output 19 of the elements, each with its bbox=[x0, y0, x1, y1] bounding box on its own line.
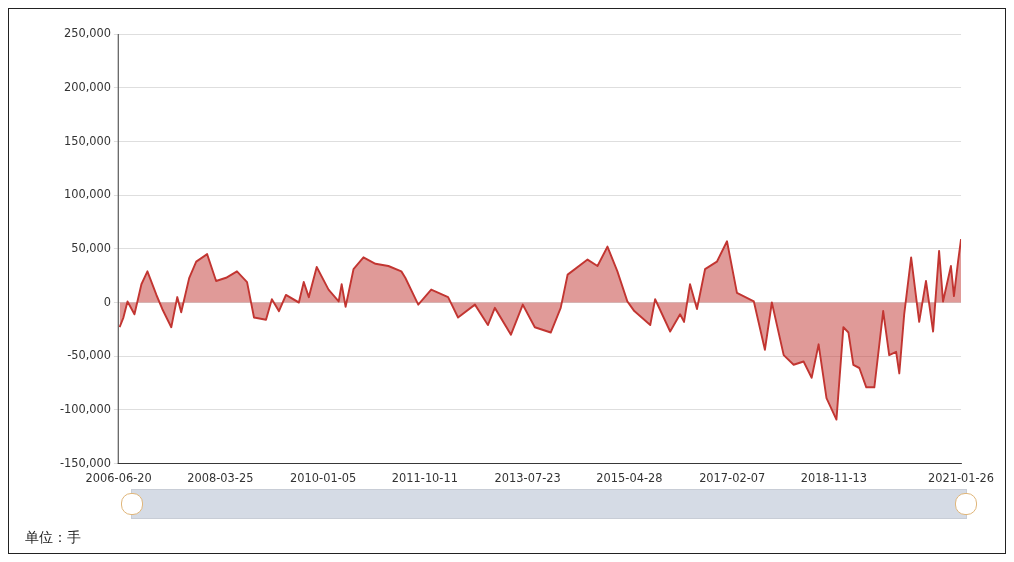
y-tick-label: -150,000 bbox=[59, 455, 112, 470]
y-tick-label: 100,000 bbox=[64, 186, 112, 202]
y-tick-label: 250,000 bbox=[64, 25, 112, 41]
x-tick-label: 2017-02-07 bbox=[699, 470, 766, 485]
x-tick-label: 2010-01-05 bbox=[290, 470, 357, 485]
x-tick-label: 2011-10-11 bbox=[391, 470, 458, 485]
y-tick-label: 50,000 bbox=[71, 240, 112, 255]
x-tick-label: 2013-07-23 bbox=[494, 470, 561, 485]
y-tick-label: 150,000 bbox=[64, 133, 112, 148]
x-tick-label: 2021-01-26 bbox=[927, 470, 995, 485]
x-tick-label: 2018-11-13 bbox=[800, 470, 867, 485]
x-tick-label: 2008-03-25 bbox=[187, 470, 254, 485]
x-tick-label: 2006-06-20 bbox=[85, 470, 152, 485]
x-tick-label: 2015-04-28 bbox=[596, 470, 663, 485]
y-tick-label: 200,000 bbox=[64, 79, 112, 94]
y-tick-label: -100,000 bbox=[59, 401, 112, 417]
y-tick-label: -50,000 bbox=[67, 348, 112, 363]
text: 单位：手 bbox=[25, 529, 81, 547]
y-tick-label: 0 bbox=[103, 294, 112, 309]
